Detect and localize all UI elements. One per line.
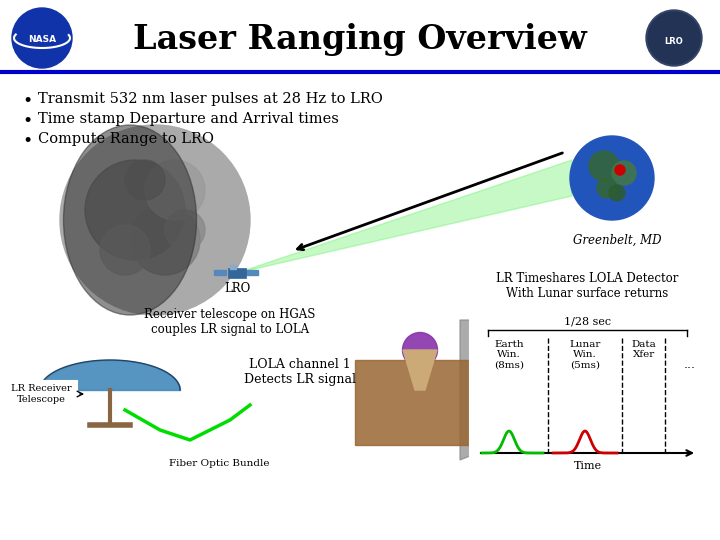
Text: Earth
Win.
(8ms): Earth Win. (8ms) bbox=[494, 340, 524, 370]
Circle shape bbox=[14, 10, 70, 66]
Polygon shape bbox=[403, 350, 437, 390]
Bar bbox=[470, 310, 705, 485]
Text: 1/28 sec: 1/28 sec bbox=[564, 317, 611, 327]
Polygon shape bbox=[237, 160, 572, 273]
Circle shape bbox=[648, 12, 700, 64]
Text: Laser Ranging Overview: Laser Ranging Overview bbox=[133, 24, 587, 57]
Text: Compute Range to LRO: Compute Range to LRO bbox=[38, 132, 214, 146]
Text: •: • bbox=[22, 132, 32, 150]
Text: ...: ... bbox=[684, 358, 696, 371]
Circle shape bbox=[646, 10, 702, 66]
Text: •: • bbox=[22, 112, 32, 130]
Text: Receiver telescope on HGAS
couples LR signal to LOLA: Receiver telescope on HGAS couples LR si… bbox=[144, 308, 315, 336]
Circle shape bbox=[60, 125, 250, 315]
Text: Lunar
Win.
(5ms): Lunar Win. (5ms) bbox=[570, 340, 600, 370]
Bar bbox=[230, 265, 236, 269]
Text: Time stamp Departure and Arrival times: Time stamp Departure and Arrival times bbox=[38, 112, 339, 126]
Bar bbox=[228, 268, 246, 278]
Circle shape bbox=[85, 160, 185, 260]
Circle shape bbox=[12, 8, 72, 68]
Text: Transmit 532 nm laser pulses at 28 Hz to LRO: Transmit 532 nm laser pulses at 28 Hz to… bbox=[38, 92, 383, 106]
Circle shape bbox=[612, 161, 636, 185]
Bar bbox=[246, 270, 258, 275]
Circle shape bbox=[145, 160, 205, 220]
Circle shape bbox=[125, 160, 165, 200]
Circle shape bbox=[609, 185, 625, 201]
Circle shape bbox=[615, 165, 625, 175]
Bar bbox=[214, 270, 226, 275]
Circle shape bbox=[100, 225, 150, 275]
Circle shape bbox=[597, 178, 617, 198]
Text: LOLA channel 1
Detects LR signal: LOLA channel 1 Detects LR signal bbox=[244, 358, 356, 386]
Text: LRO: LRO bbox=[224, 282, 250, 295]
Text: Greenbelt, MD: Greenbelt, MD bbox=[572, 234, 661, 247]
Ellipse shape bbox=[63, 125, 197, 315]
Text: Fiber Optic Bundle: Fiber Optic Bundle bbox=[168, 458, 269, 468]
Circle shape bbox=[130, 205, 200, 275]
Text: LR Timeshares LOLA Detector
With Lunar surface returns: LR Timeshares LOLA Detector With Lunar s… bbox=[496, 272, 679, 300]
Circle shape bbox=[589, 151, 619, 181]
Text: LRO: LRO bbox=[665, 37, 683, 45]
Bar bbox=[355, 360, 475, 445]
Circle shape bbox=[165, 210, 205, 250]
Text: NASA: NASA bbox=[28, 36, 56, 44]
Circle shape bbox=[570, 136, 654, 220]
Bar bbox=[5, 380, 77, 408]
Text: Time: Time bbox=[573, 461, 602, 471]
Bar bbox=[167, 455, 272, 472]
Text: LR Receiver
Telescope: LR Receiver Telescope bbox=[11, 384, 71, 404]
Polygon shape bbox=[460, 320, 485, 460]
Ellipse shape bbox=[402, 333, 438, 368]
Text: Data
Xfer: Data Xfer bbox=[631, 340, 657, 360]
Text: •: • bbox=[22, 92, 32, 110]
